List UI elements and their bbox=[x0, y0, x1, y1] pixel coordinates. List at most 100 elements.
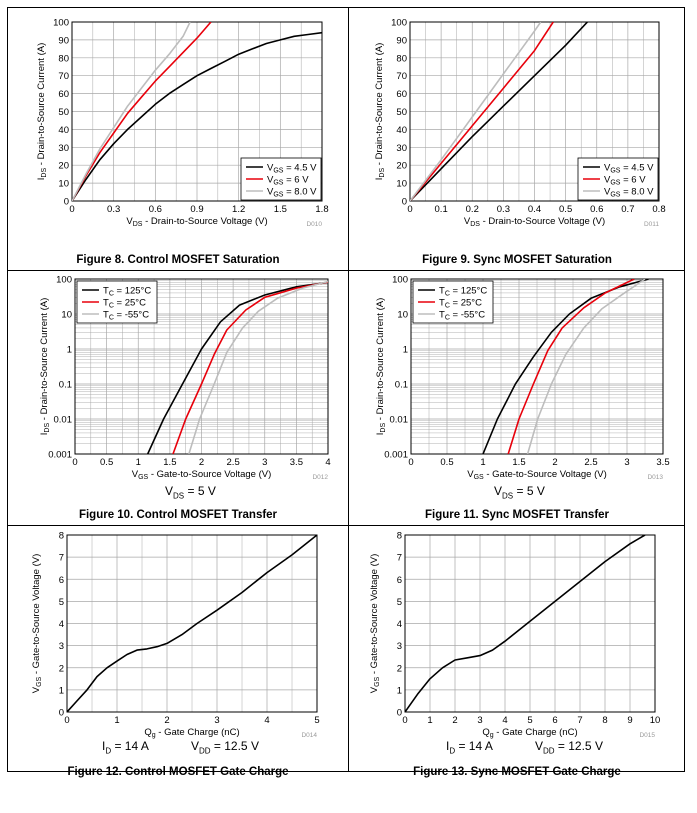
condition-value: = 5 V bbox=[513, 484, 545, 498]
legend-entry: TC = 125°C bbox=[439, 286, 487, 298]
figure-10-chart: 0 0.5 1 1.5 2 2.5 3 3.5 4 0.001 0.01 0.1 1 10 100 VGS -… bbox=[39, 275, 331, 482]
y-tick-label: 7 bbox=[397, 553, 402, 564]
figure-12-cell: 0 1 2 3 4 5 0 1 2 3 4 5 6 7 8 Qg - Gate Charge (nC) VGS … bbox=[8, 526, 348, 779]
y-tick-label: 100 bbox=[392, 275, 408, 286]
figure-12-caption: Figure 12. Control MOSFET Gate Charge bbox=[67, 766, 289, 778]
x-tick-label: 3.5 bbox=[656, 457, 669, 468]
x-tick-label: 2 bbox=[452, 715, 457, 726]
x-tick-label: 1.5 bbox=[274, 204, 287, 215]
x-tick-label: 0 bbox=[69, 204, 74, 215]
figure-code: D010 bbox=[306, 221, 322, 228]
figure-9-chart: 0 0.1 0.2 0.3 0.4 0.5 0.6 0.7 0.8 0 10 20 30 40 50 60 70… bbox=[374, 18, 666, 229]
x-tick-label: 5 bbox=[314, 715, 319, 726]
x-tick-label: 1 bbox=[427, 715, 432, 726]
x-tick-label: 0.6 bbox=[590, 204, 603, 215]
figure-13-chart: 0 1 2 3 4 5 6 7 8 9 10 0 1 2 3 4 5 6 7 8 Qg - Gate Charge (n… bbox=[369, 531, 661, 740]
x-tick-label: 0.2 bbox=[466, 204, 479, 215]
y-tick-label: 100 bbox=[53, 18, 69, 29]
x-tick-label: 1 bbox=[114, 715, 119, 726]
y-tick-label: 10 bbox=[396, 179, 407, 190]
y-tick-label: 0 bbox=[64, 197, 69, 208]
y-tick-label: 90 bbox=[58, 35, 69, 46]
y-tick-label: 20 bbox=[58, 161, 69, 172]
x-tick-label: 3 bbox=[214, 715, 219, 726]
column-divider bbox=[348, 7, 349, 772]
x-tick-label: 0.8 bbox=[652, 204, 665, 215]
figure-10-caption: Figure 10. Control MOSFET Transfer bbox=[78, 509, 278, 521]
y-tick-label: 10 bbox=[61, 310, 72, 321]
condition-value: = 12.5 V bbox=[210, 739, 259, 753]
legend-entry: VGS = 8.0 V bbox=[604, 187, 654, 199]
x-tick-label: 2.5 bbox=[227, 457, 240, 468]
series-line bbox=[72, 22, 212, 201]
series-line bbox=[507, 279, 635, 454]
figure-code: D014 bbox=[301, 732, 317, 739]
x-tick-label: 0 bbox=[72, 457, 77, 468]
y-tick-label: 0.01 bbox=[54, 415, 73, 426]
gridlines bbox=[404, 534, 655, 713]
x-tick-label: 0 bbox=[407, 204, 412, 215]
x-tick-label: 3 bbox=[477, 715, 482, 726]
condition-symbol: V bbox=[191, 739, 200, 753]
figure-10-condition: VDS = 5 V bbox=[165, 484, 216, 500]
x-tick-label: 0.5 bbox=[559, 204, 572, 215]
y-tick-label: 60 bbox=[396, 89, 407, 100]
figure-12-condition-id: ID = 14 A bbox=[102, 739, 149, 755]
condition-subscript: DS bbox=[173, 491, 185, 501]
y-tick-label: 10 bbox=[397, 310, 408, 321]
figure-13-cell: 0 1 2 3 4 5 6 7 8 9 10 0 1 2 3 4 5 6 7 8 Qg - Gate Charge (n… bbox=[349, 526, 685, 779]
x-tick-label: 0.7 bbox=[621, 204, 634, 215]
y-tick-label: 50 bbox=[58, 107, 69, 118]
x-tick-label: 2.5 bbox=[584, 457, 597, 468]
y-tick-label: 40 bbox=[396, 125, 407, 136]
x-tick-label: 4 bbox=[264, 715, 269, 726]
condition-subscript: DD bbox=[199, 746, 211, 756]
legend-entry: VGS = 8.0 V bbox=[267, 187, 317, 199]
figure-8-cell: 0 0.3 0.6 0.9 1.2 1.5 1.8 0 10 20 30 40 50 60 70 80 90 10… bbox=[8, 8, 348, 270]
gridlines bbox=[409, 21, 659, 202]
figure-11-caption: Figure 11. Sync MOSFET Transfer bbox=[424, 509, 610, 521]
legend-entry: TC = 25°C bbox=[103, 298, 146, 310]
plot-area-frame bbox=[410, 278, 664, 455]
y-tick-label: 4 bbox=[397, 619, 402, 630]
figure-9-cell: 0 0.1 0.2 0.3 0.4 0.5 0.6 0.7 0.8 0 10 20 30 40 50 60 70… bbox=[349, 8, 685, 270]
x-tick-label: 3 bbox=[262, 457, 267, 468]
y-tick-label: 0.1 bbox=[59, 380, 72, 391]
figure-11-chart: 0 0.5 1 1.5 2 2.5 3 3.5 0.001 0.01 0.1 1 10 100 VGS - … bbox=[375, 275, 670, 482]
plot-area-frame bbox=[409, 21, 660, 202]
y-tick-label: 20 bbox=[396, 161, 407, 172]
series-line bbox=[410, 22, 542, 201]
y-axis-label: IDS - Drain-to-Source Current (A) bbox=[36, 43, 48, 181]
condition-symbol: V bbox=[535, 739, 544, 753]
x-tick-label: 0.9 bbox=[190, 204, 203, 215]
y-tick-label: 80 bbox=[396, 53, 407, 64]
plot-area-frame bbox=[66, 534, 318, 713]
y-tick-label: 5 bbox=[59, 597, 64, 608]
y-tick-label: 2 bbox=[397, 663, 402, 674]
y-tick-label: 0 bbox=[402, 197, 407, 208]
x-tick-label: 0 bbox=[402, 715, 407, 726]
x-tick-label: 8 bbox=[602, 715, 607, 726]
y-tick-label: 0 bbox=[397, 708, 402, 719]
x-tick-label: 1.8 bbox=[315, 204, 328, 215]
series-line bbox=[410, 22, 554, 201]
condition-value: = 14 A bbox=[455, 739, 493, 753]
x-tick-label: 10 bbox=[650, 715, 661, 726]
condition-symbol: I bbox=[446, 739, 450, 753]
figure-12-condition-vdd: VDD = 12.5 V bbox=[191, 739, 259, 755]
figure-8-chart: 0 0.3 0.6 0.9 1.2 1.5 1.8 0 10 20 30 40 50 60 70 80 90 10… bbox=[36, 18, 329, 229]
figure-12-chart: 0 1 2 3 4 5 0 1 2 3 4 5 6 7 8 Qg - Gate Charge (nC) VGS … bbox=[31, 531, 320, 740]
x-tick-label: 0.6 bbox=[149, 204, 162, 215]
legend-entry: TC = 125°C bbox=[103, 286, 151, 298]
series-line bbox=[405, 535, 646, 712]
y-tick-label: 1 bbox=[59, 685, 64, 696]
x-tick-label: 2 bbox=[199, 457, 204, 468]
y-tick-label: 60 bbox=[58, 89, 69, 100]
legend: TC = 125°CTC = 25°CTC = -55°C bbox=[76, 280, 158, 324]
x-tick-label: 1.5 bbox=[512, 457, 525, 468]
condition-value: = 14 A bbox=[111, 739, 149, 753]
y-tick-label: 0 bbox=[59, 708, 64, 719]
figure-code: D013 bbox=[647, 474, 663, 481]
y-tick-label: 90 bbox=[396, 35, 407, 46]
